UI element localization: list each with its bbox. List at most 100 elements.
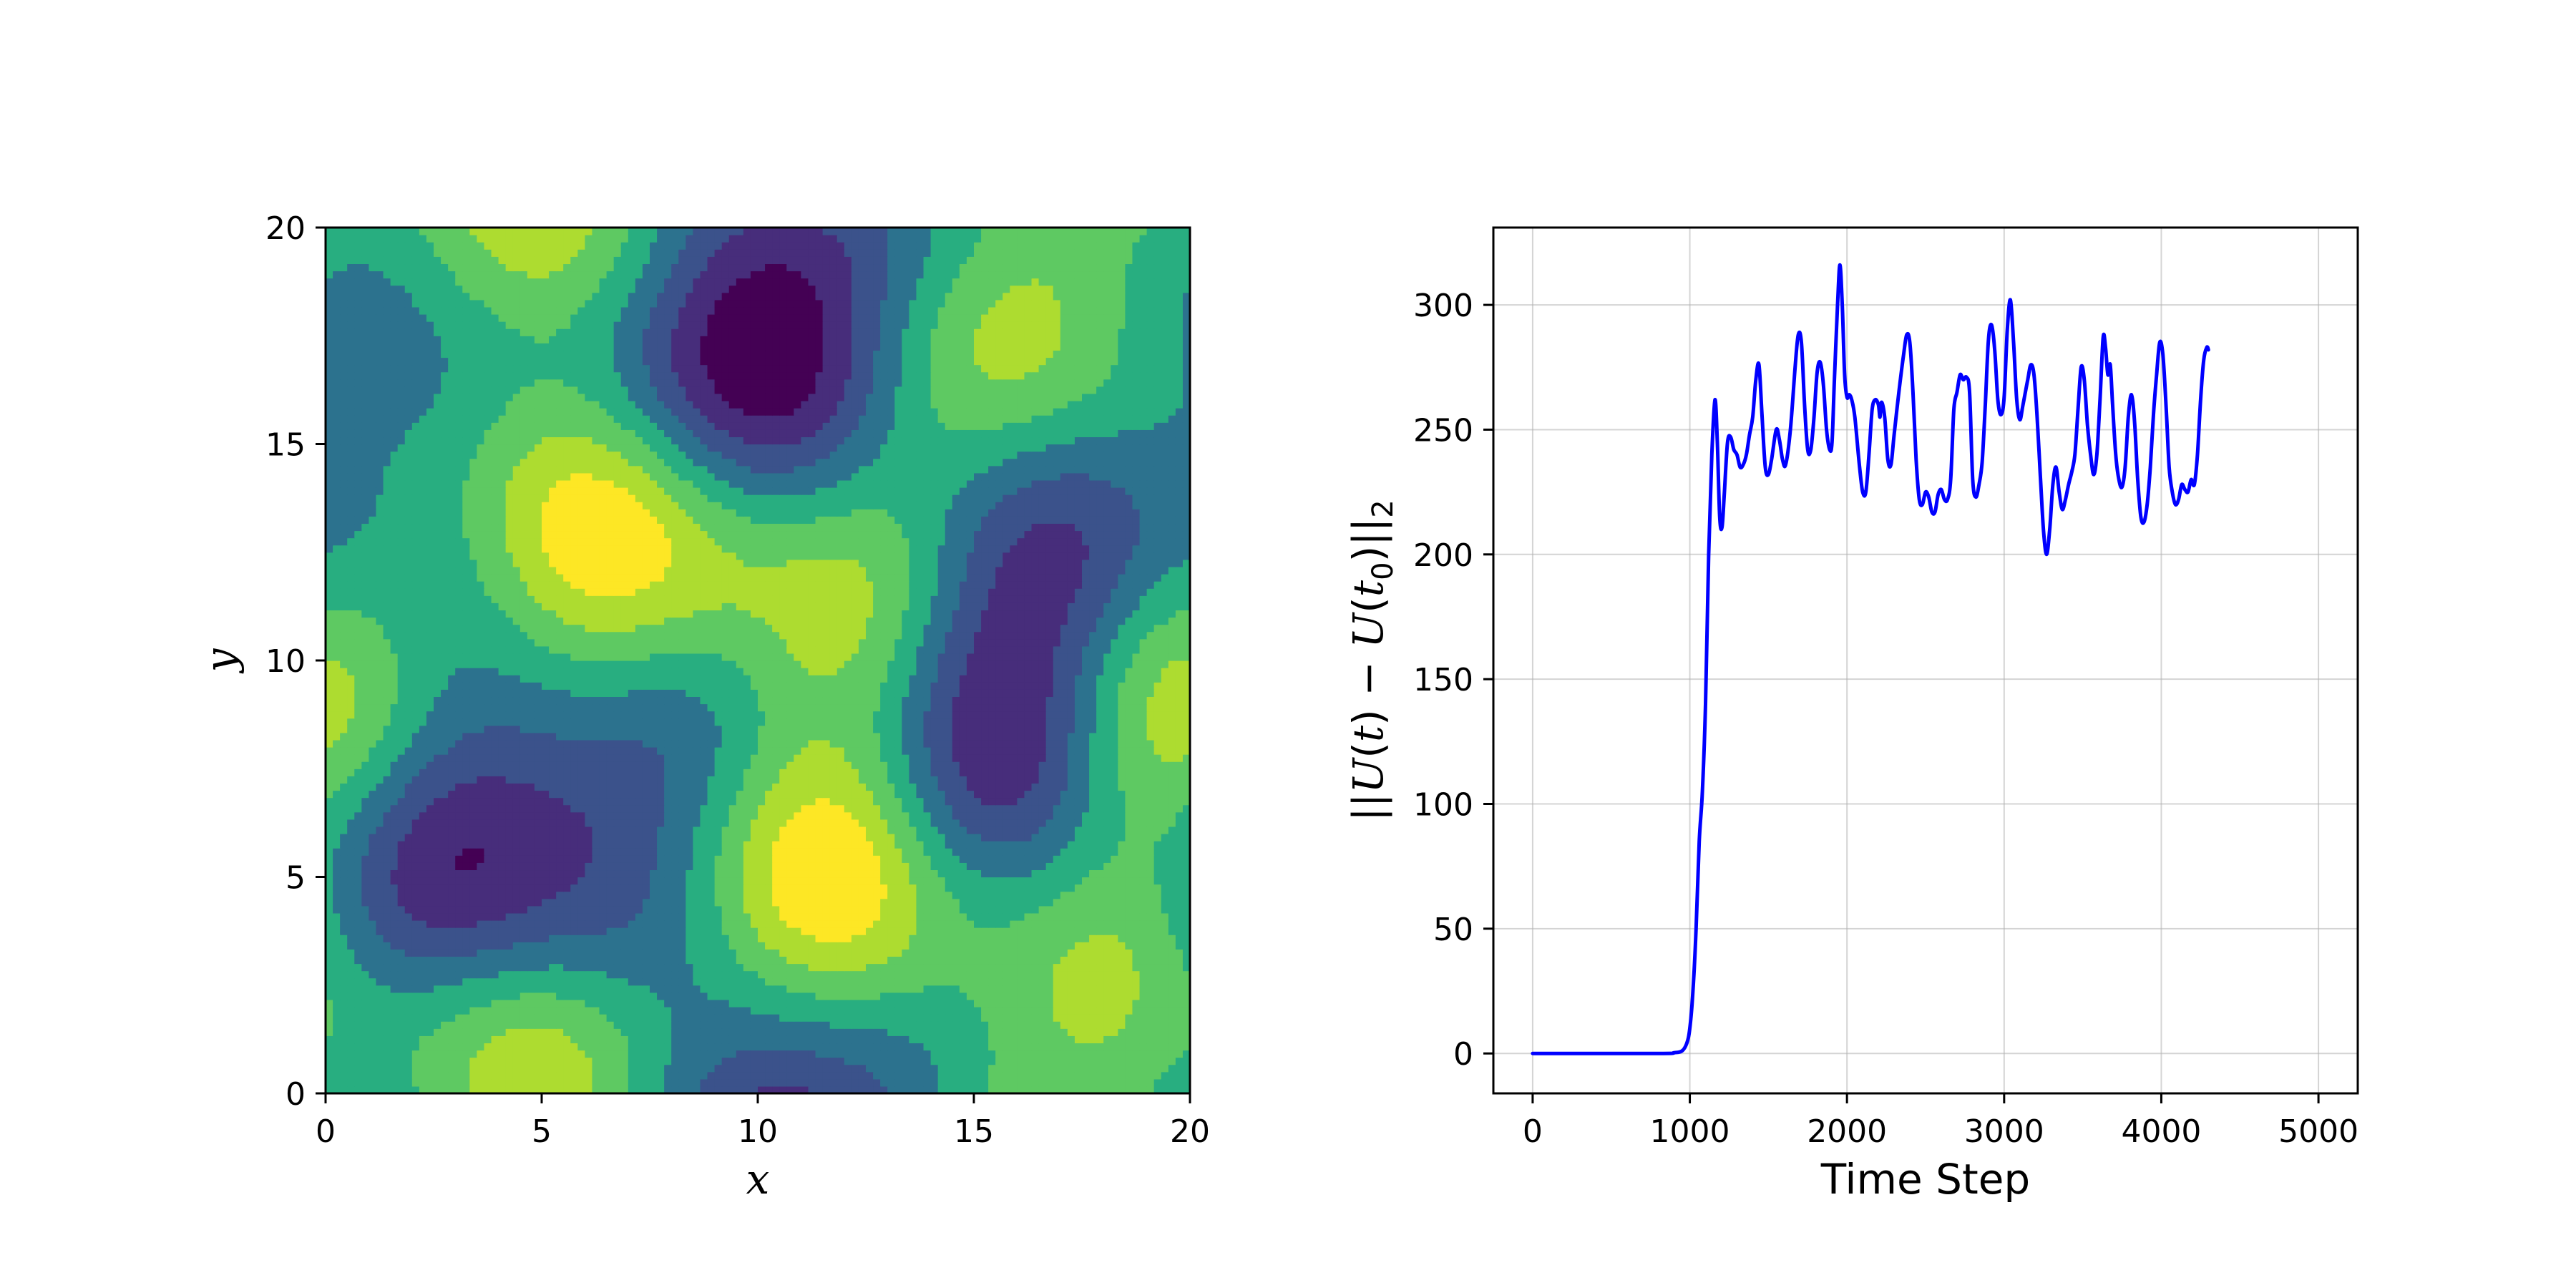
contour-cell xyxy=(1096,935,1104,942)
contour-cell xyxy=(512,891,521,899)
contour-cell xyxy=(376,819,384,827)
contour-cell xyxy=(664,884,672,892)
contour-cell xyxy=(419,877,427,885)
contour-cell xyxy=(945,999,953,1008)
contour-cell xyxy=(758,949,766,957)
contour-cell xyxy=(592,1057,600,1065)
contour-cell xyxy=(851,912,859,921)
contour-cell xyxy=(620,898,629,907)
contour-cell xyxy=(1002,862,1010,871)
contour-cell xyxy=(642,977,650,986)
contour-cell xyxy=(1182,977,1190,986)
contour-cell xyxy=(397,811,406,820)
contour-cell xyxy=(1038,963,1047,972)
contour-cell xyxy=(1182,942,1190,950)
contour-cell xyxy=(1060,1007,1068,1015)
contour-cell xyxy=(556,898,564,907)
contour-cell xyxy=(512,905,521,914)
contour-cell xyxy=(1118,869,1126,878)
contour-cell xyxy=(383,1021,391,1029)
contour-cell xyxy=(671,912,679,921)
contour-cell xyxy=(498,797,507,806)
contour-cell xyxy=(815,797,824,806)
contour-cell xyxy=(930,877,939,885)
contour-cell xyxy=(887,898,895,907)
contour-cell xyxy=(1146,1021,1155,1029)
contour-cell xyxy=(455,1064,463,1073)
contour-cell xyxy=(369,963,377,972)
contour-cell xyxy=(1074,1057,1083,1065)
contour-cell xyxy=(930,804,939,813)
contour-cell xyxy=(902,970,909,979)
contour-cell xyxy=(880,811,888,820)
contour-cell xyxy=(779,927,787,935)
contour-cell xyxy=(411,804,420,813)
contour-cell xyxy=(469,1050,477,1058)
contour-cell xyxy=(426,935,434,942)
contour-cell xyxy=(937,811,946,820)
contour-cell xyxy=(556,1021,564,1029)
contour-cell xyxy=(369,877,377,885)
contour-cell xyxy=(1161,1043,1169,1051)
contour-cell xyxy=(930,970,939,979)
contour-cell xyxy=(873,1057,881,1065)
contour-cell xyxy=(728,804,737,813)
contour-cell xyxy=(390,992,399,1000)
contour-cell xyxy=(808,1085,816,1093)
contour-cell xyxy=(1002,848,1010,856)
contour-cell xyxy=(1161,992,1169,1000)
contour-cell xyxy=(1182,1028,1190,1036)
contour-cell xyxy=(1010,1078,1018,1087)
contour-cell xyxy=(1146,848,1155,856)
contour-cell xyxy=(844,797,852,806)
contour-cell xyxy=(585,1028,593,1036)
contour-cell xyxy=(750,1085,758,1093)
contour-cell xyxy=(361,970,369,979)
contour-cell xyxy=(736,1078,744,1087)
contour-cell xyxy=(570,811,578,820)
contour-cell xyxy=(613,956,622,965)
contour-cell xyxy=(664,963,672,972)
contour-cell xyxy=(484,935,492,942)
contour-cell xyxy=(1031,862,1040,871)
contour-cell xyxy=(491,834,499,841)
contour-cell xyxy=(390,1021,399,1029)
contour-cell xyxy=(894,905,902,914)
contour-cell xyxy=(1153,834,1162,841)
contour-cell xyxy=(743,1078,751,1087)
contour-cell xyxy=(462,985,470,993)
contour-cell xyxy=(930,1021,939,1029)
contour-cell xyxy=(736,855,744,863)
contour-cell xyxy=(369,970,377,979)
contour-cell xyxy=(505,1071,514,1080)
contour-cell xyxy=(599,985,608,993)
contour-cell xyxy=(1010,884,1018,892)
contour-cell xyxy=(851,935,859,942)
contour-cell xyxy=(909,963,917,972)
contour-cell xyxy=(1024,935,1033,942)
contour-cell xyxy=(1096,970,1104,979)
contour-cell xyxy=(671,999,679,1008)
contour-cell xyxy=(657,1035,665,1044)
contour-cell xyxy=(361,855,369,863)
contour-cell xyxy=(779,826,787,834)
contour-cell xyxy=(1089,999,1097,1008)
contour-cell xyxy=(1010,898,1018,907)
contour-cell xyxy=(815,1071,824,1080)
contour-cell xyxy=(714,1035,723,1044)
contour-cell xyxy=(657,963,665,972)
contour-cell xyxy=(606,920,615,928)
contour-cell xyxy=(361,956,369,965)
contour-cell xyxy=(844,848,852,856)
contour-cell xyxy=(657,999,665,1008)
contour-cell xyxy=(836,898,845,907)
contour-cell xyxy=(326,1071,333,1080)
contour-cell xyxy=(491,912,499,921)
contour-cell xyxy=(1125,1064,1133,1073)
contour-cell xyxy=(1010,920,1018,928)
contour-cell xyxy=(1053,1078,1061,1087)
contour-cell xyxy=(981,956,989,965)
contour-cell xyxy=(347,826,355,834)
contour-cell xyxy=(434,1050,441,1058)
contour-cell xyxy=(779,811,787,820)
